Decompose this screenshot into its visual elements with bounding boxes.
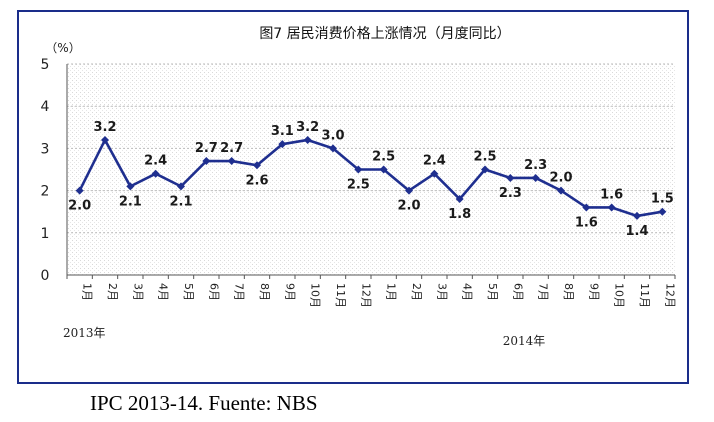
year-label: 2014年 xyxy=(503,334,546,348)
data-point xyxy=(455,195,464,204)
data-point xyxy=(101,135,109,144)
data-points xyxy=(75,135,667,220)
x-tick-label: 4月 xyxy=(461,283,474,301)
data-label: 1.8 xyxy=(448,207,471,222)
data-label: 2.1 xyxy=(119,194,142,209)
x-tick-label: 11月 xyxy=(638,283,651,308)
data-point xyxy=(329,144,337,153)
y-tick-label: 4 xyxy=(41,99,50,115)
x-tick-label: 1月 xyxy=(81,283,94,301)
data-label: 2.4 xyxy=(144,154,167,169)
data-label: 2.7 xyxy=(220,141,243,156)
x-tick-label: 6月 xyxy=(511,283,524,301)
year-label: 2013年 xyxy=(63,326,106,340)
gridlines xyxy=(67,63,675,234)
x-tick-label: 1月 xyxy=(385,283,398,301)
data-label: 2.3 xyxy=(524,158,547,173)
x-tick-label: 2月 xyxy=(410,283,423,301)
x-tick-label: 3月 xyxy=(131,283,144,301)
data-label: 3.2 xyxy=(296,120,319,135)
axes xyxy=(66,64,676,279)
data-point xyxy=(506,173,515,182)
x-tick-label: 10月 xyxy=(613,283,626,308)
y-tick-label: 3 xyxy=(41,141,50,157)
x-tick-label: 7月 xyxy=(233,283,246,301)
x-tick-label: 12月 xyxy=(663,283,676,308)
data-point xyxy=(354,165,363,174)
data-label: 1.4 xyxy=(625,224,648,239)
data-point xyxy=(151,169,160,178)
series-line xyxy=(78,138,663,218)
data-label: 2.0 xyxy=(549,171,572,186)
series-cpi xyxy=(78,138,663,218)
data-label: 2.5 xyxy=(473,150,496,165)
y-axis-unit: （%） xyxy=(45,41,80,55)
x-tick-label: 8月 xyxy=(258,283,271,301)
x-tick-label: 9月 xyxy=(587,283,600,301)
data-label: 3.0 xyxy=(321,128,344,143)
data-label: 2.0 xyxy=(397,199,420,214)
x-tick-label: 3月 xyxy=(435,283,448,301)
data-point xyxy=(481,165,489,174)
data-point xyxy=(202,157,211,166)
data-label: 3.1 xyxy=(271,124,294,139)
x-tick-labels: 1月 2月 3月 4月 5月 6月 7月 8月 9月 10月 11月 12月 1月 2月 3月 4月 5月 6月 7… xyxy=(81,283,677,308)
x-tick-label: 7月 xyxy=(537,283,550,301)
y-tick-label: 1 xyxy=(41,226,50,242)
data-point xyxy=(633,211,641,220)
data-label: 3.2 xyxy=(93,120,116,135)
data-point xyxy=(177,182,185,191)
data-point xyxy=(658,207,667,216)
data-label: 2.5 xyxy=(347,178,370,193)
data-point xyxy=(75,186,84,195)
x-tick-label: 9月 xyxy=(283,283,296,301)
chart: 图7 居民消费价格上涨情况（月度同比） （%） 0 1 2 3 4 5 1月 2月 3月 4月 5… xyxy=(41,26,677,348)
data-point xyxy=(227,157,236,166)
x-tick-label: 8月 xyxy=(562,283,575,301)
y-tick-label: 5 xyxy=(41,57,50,73)
y-tick-label: 2 xyxy=(41,184,50,200)
year-labels: 2013年 2014年 xyxy=(63,326,545,348)
data-point xyxy=(253,161,261,170)
x-tick-label: 4月 xyxy=(157,283,170,301)
data-label: 2.7 xyxy=(195,141,218,156)
data-point xyxy=(126,182,135,191)
caption: IPC 2013-14. Fuente: NBS xyxy=(90,391,318,415)
data-point xyxy=(607,203,616,212)
data-label: 2.1 xyxy=(169,194,192,209)
chart-title: 图7 居民消费价格上涨情况（月度同比） xyxy=(259,26,510,42)
data-label: 2.3 xyxy=(499,186,522,201)
data-point xyxy=(379,165,388,174)
data-point xyxy=(405,186,413,195)
y-tick-labels: 0 1 2 3 4 5 xyxy=(41,57,50,284)
x-tick-label: 10月 xyxy=(309,283,322,308)
data-label: 2.5 xyxy=(372,150,395,165)
y-tick-label: 0 xyxy=(41,268,50,284)
data-label: 2.0 xyxy=(68,199,91,214)
x-tick-label: 5月 xyxy=(486,283,499,301)
data-labels: 2.03.22.12.42.12.7 2.72.63.1 3.23.02.52.52… xyxy=(68,120,674,239)
x-tick-label: 12月 xyxy=(359,283,372,308)
data-label: 1.5 xyxy=(651,192,674,207)
x-tick-label: 2月 xyxy=(106,283,119,301)
x-tick-label: 6月 xyxy=(207,283,220,301)
x-tick-label: 5月 xyxy=(182,283,195,301)
data-point xyxy=(582,203,591,212)
data-label: 1.6 xyxy=(575,215,598,230)
data-label: 1.6 xyxy=(600,187,623,202)
data-point xyxy=(430,169,439,178)
x-tick-label: 11月 xyxy=(334,283,347,308)
data-label: 2.6 xyxy=(245,173,268,188)
data-point xyxy=(278,140,287,149)
data-label: 2.4 xyxy=(423,154,446,169)
data-point xyxy=(303,135,312,144)
data-point xyxy=(531,173,540,182)
data-point xyxy=(557,186,565,195)
